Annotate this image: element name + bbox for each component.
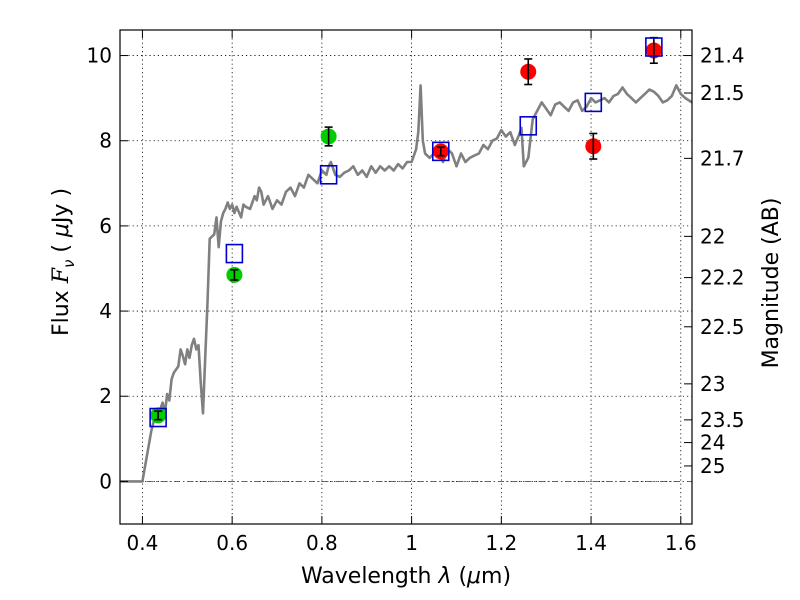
plot-frame xyxy=(119,29,693,525)
x-tick-label: 1 xyxy=(405,531,418,555)
error-bar xyxy=(154,410,163,421)
y-tick-label: 8 xyxy=(99,129,112,153)
y-tick-label: 6 xyxy=(99,214,112,238)
photometry-points xyxy=(149,36,663,428)
y-tick-label: 0 xyxy=(99,469,112,493)
y-tick-label: 4 xyxy=(99,299,112,323)
magnitude-tick-label: 22.5 xyxy=(700,315,745,339)
error-bar xyxy=(324,126,333,147)
blue-model-square xyxy=(319,164,338,185)
model-spectrum-line xyxy=(120,84,693,483)
magnitude-tick-label: 21.5 xyxy=(700,81,745,105)
magnitude-tick-label: 21.7 xyxy=(700,146,745,170)
x-tick-label: 1.4 xyxy=(575,531,607,555)
x-axis-label: Wavelength λ (μm) xyxy=(301,564,511,589)
error-bar xyxy=(524,58,533,86)
y-tick-label: 10 xyxy=(87,44,112,68)
magnitude-tick-label: 22.2 xyxy=(700,266,745,290)
error-bar xyxy=(436,146,445,157)
magnitude-tick-label: 21.4 xyxy=(700,44,745,68)
magnitude-tick-label: 23.5 xyxy=(700,408,745,432)
x-tick-label: 0.4 xyxy=(127,531,159,555)
blue-model-square xyxy=(149,407,167,428)
x-tick-label: 1.6 xyxy=(665,531,697,555)
x-tick-label: 1.2 xyxy=(485,531,517,555)
blue-model-square xyxy=(225,243,244,264)
error-bar xyxy=(589,132,598,160)
magnitude-tick-label: 22 xyxy=(700,224,725,248)
y-tick-label: 2 xyxy=(99,384,112,408)
y-axis-ticks: 0 2 4 6 8 10 xyxy=(87,44,128,493)
blue-model-square xyxy=(645,37,663,57)
magnitude-tick-label: 23 xyxy=(700,372,725,396)
magnitude-tick-label: 25 xyxy=(700,454,725,478)
x-tick-label: 0.6 xyxy=(216,531,248,555)
x-axis-ticks: 0.4 0.6 0.8 1 1.2 1.4 1.6 xyxy=(127,30,697,555)
blue-model-square xyxy=(431,141,450,162)
blue-model-square xyxy=(584,92,603,113)
x-tick-label: 0.8 xyxy=(306,531,338,555)
magnitude-tick-label: 24 xyxy=(700,431,725,455)
error-bar xyxy=(230,268,239,281)
magnitude-axis-label: Magnitude (AB) xyxy=(759,198,784,369)
y-axis-label: Flux Fν ( μJy ) xyxy=(49,188,78,336)
grid-lines xyxy=(120,30,692,524)
blue-model-square xyxy=(519,116,538,136)
